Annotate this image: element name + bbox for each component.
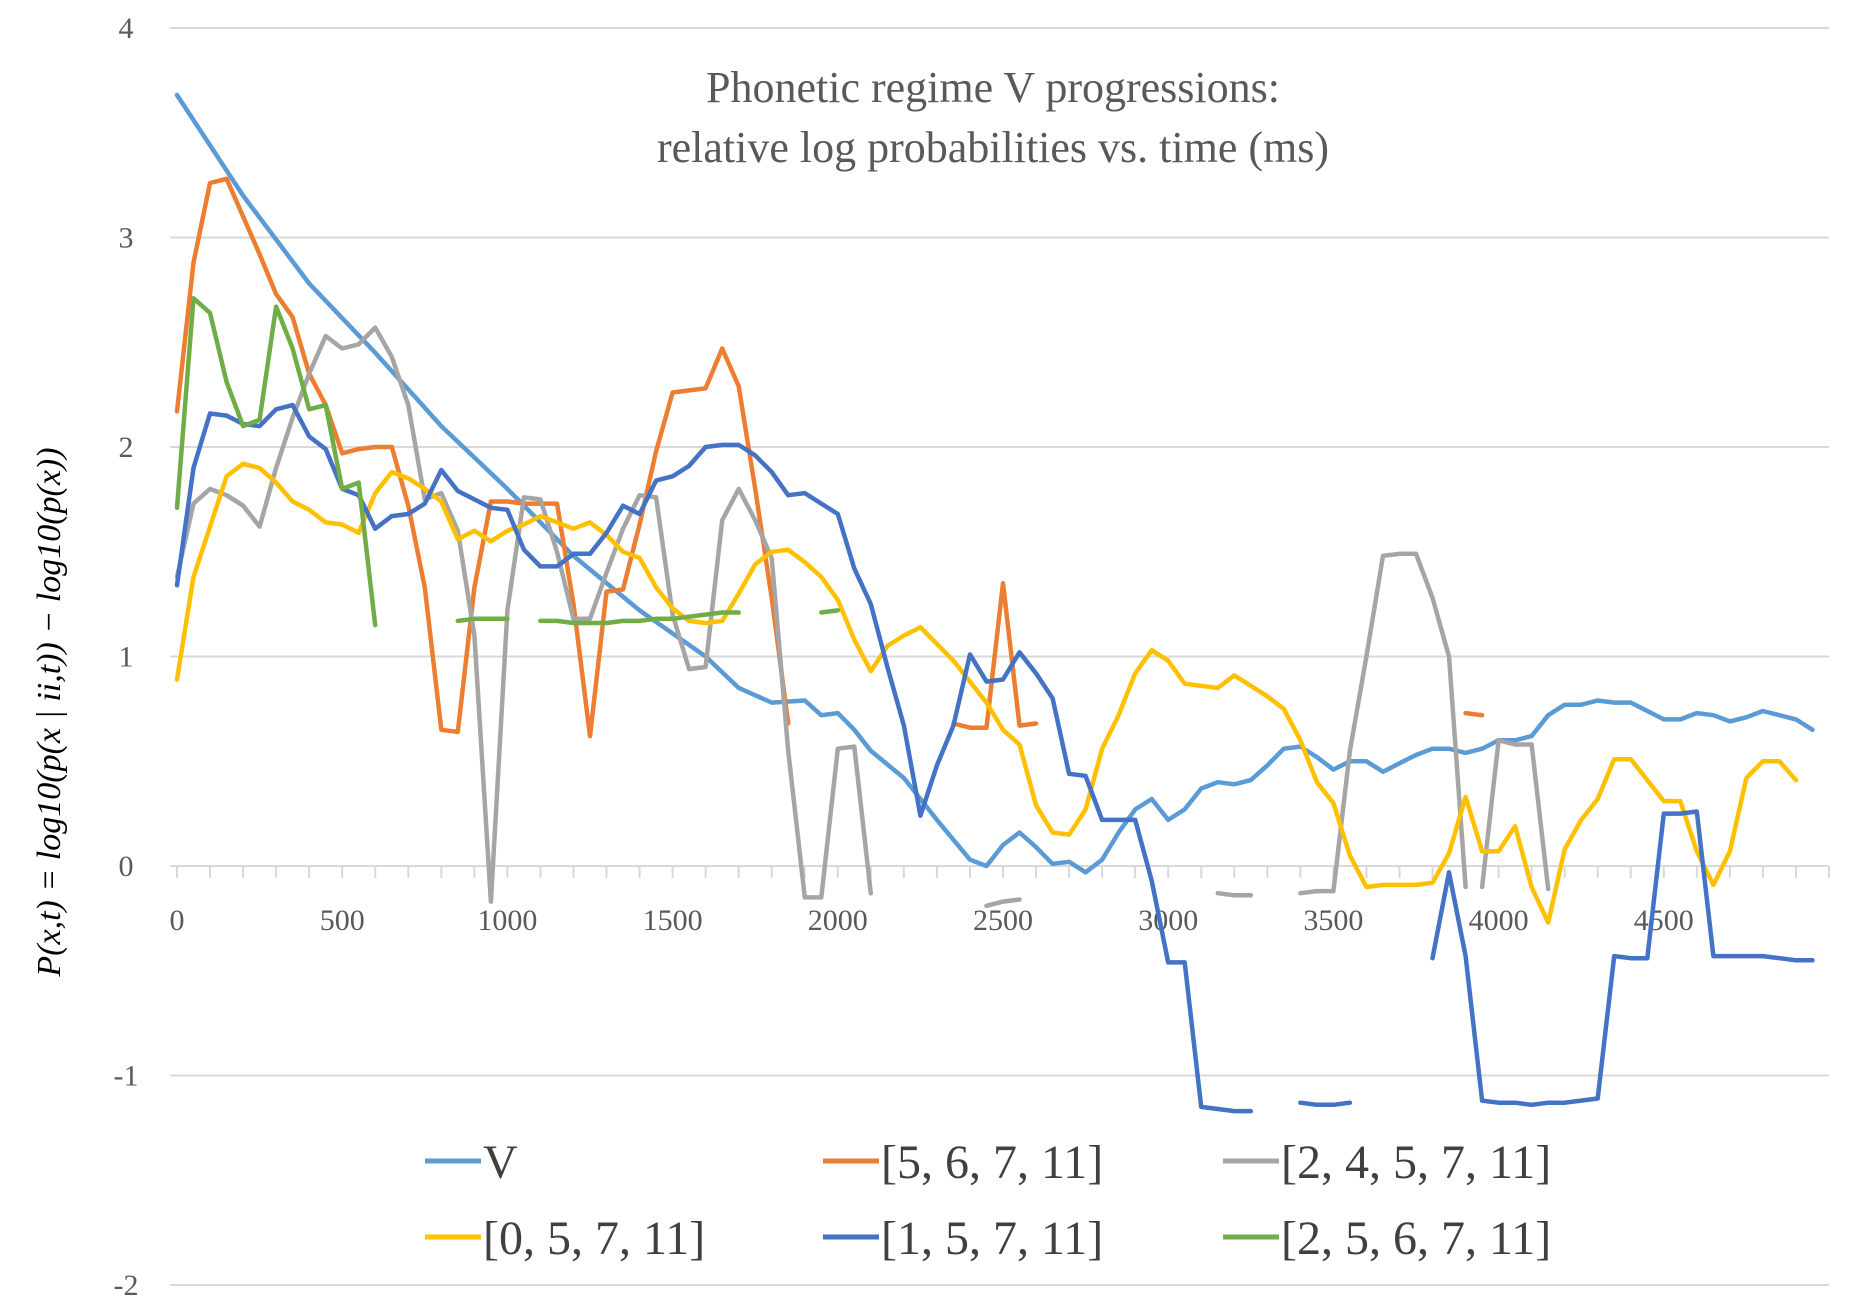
- legend-label: [0, 5, 7, 11]: [483, 1212, 705, 1265]
- series-line-6: [538, 610, 741, 626]
- x-tick-label: 1000: [477, 904, 537, 937]
- series-line-6: [174, 296, 378, 628]
- series-line-6: [819, 608, 841, 615]
- x-tick-label: 0: [170, 904, 185, 937]
- series-line-5: [174, 402, 1254, 1114]
- series-line-2: [1463, 710, 1485, 718]
- series-line-5: [1298, 1100, 1353, 1108]
- legend-label: [2, 4, 5, 7, 11]: [1281, 1136, 1551, 1189]
- y-tick-label: 4: [119, 12, 134, 45]
- y-axis-label: P(x,t) = log10(p(x | ii,t)) − log10(p(x)…: [31, 447, 68, 977]
- legend: V [5, 6, 7, 11] [2, 4, 5, 7, 11] [0, 5, 7, …: [425, 1136, 1551, 1265]
- x-tick-label: 2500: [973, 904, 1033, 937]
- series-line-2: [951, 580, 1039, 730]
- legend-label: [5, 6, 7, 11]: [881, 1136, 1103, 1189]
- x-axis: 0 500 1000 1500 2000 2500 3000 3500 4000 4500: [170, 865, 1830, 937]
- chart-title-line-2: relative log probabilities vs. time (ms): [657, 123, 1329, 172]
- series-line-3: [1479, 738, 1551, 892]
- y-tick-label: -1: [114, 1060, 139, 1093]
- legend-label: [2, 5, 6, 7, 11]: [1281, 1212, 1551, 1265]
- series-line-3: [1298, 551, 1468, 896]
- series-line-4: [174, 461, 1799, 925]
- gridlines: [170, 27, 1829, 1286]
- x-tick-label: 3500: [1303, 904, 1363, 937]
- series-line-3: [1215, 890, 1254, 898]
- x-tick-label: 1500: [643, 904, 703, 937]
- series-line-3: [984, 897, 1022, 909]
- x-tick-label: 4500: [1634, 904, 1694, 937]
- series-line-3: [174, 325, 874, 904]
- x-tick-label: 500: [320, 904, 365, 937]
- y-tick-label: 2: [119, 431, 134, 464]
- x-tick-label: 2000: [808, 904, 868, 937]
- y-tick-label: 0: [119, 850, 134, 883]
- series-line-1: [174, 92, 1815, 875]
- legend-label: [1, 5, 7, 11]: [881, 1212, 1103, 1265]
- chart-title-line-1: Phonetic regime V progressions:: [706, 63, 1280, 112]
- series-line-2: [174, 176, 791, 739]
- series-line-6: [455, 616, 510, 624]
- y-tick-label: 3: [119, 222, 134, 255]
- series-lines: [174, 92, 1815, 1114]
- series-line-5: [1430, 809, 1815, 1108]
- x-tick-label: 4000: [1469, 904, 1529, 937]
- y-axis-ticks: 4 3 2 1 0 -1 -2: [114, 12, 139, 1298]
- legend-label: V: [483, 1136, 518, 1189]
- y-tick-label: 1: [119, 641, 134, 674]
- y-tick-label: -2: [114, 1269, 139, 1298]
- x-tick-label: 3000: [1138, 904, 1198, 937]
